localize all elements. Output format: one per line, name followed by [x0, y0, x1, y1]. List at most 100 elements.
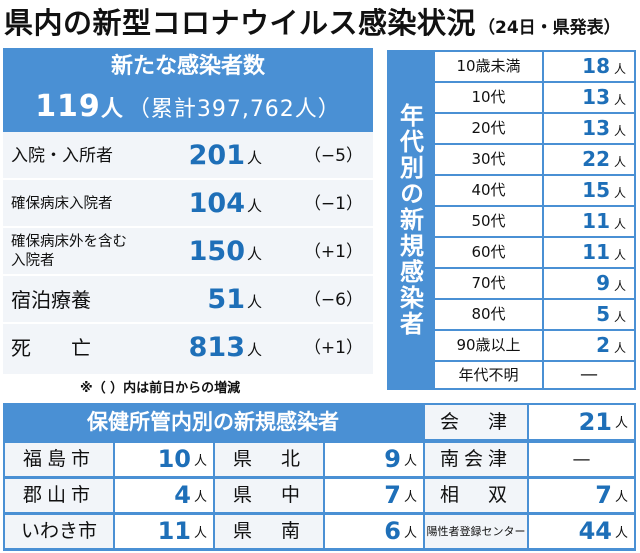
- cumulative-cases: （累計397,762人）: [127, 97, 341, 122]
- status-change: （+1）: [303, 338, 363, 358]
- status-row-all-inpatients: 確保病床外を含む入院者 150 人 （+1）: [3, 228, 373, 276]
- hc-label: 福島市: [22, 448, 95, 470]
- hc-value-cell: 11 人: [115, 515, 213, 548]
- hc-label: 郡山市: [22, 484, 95, 506]
- status-row-deaths: 死 亡 813 人 （+1）: [3, 324, 373, 372]
- age-value: 2: [596, 333, 610, 357]
- age-label: 10歳未満: [435, 52, 542, 81]
- status-label: 入院・入所者: [11, 146, 113, 166]
- status-row-hospitalized: 入院・入所者 201 人 （−5）: [3, 132, 373, 180]
- age-unit: 人: [613, 186, 626, 200]
- status-value: 104: [188, 188, 245, 219]
- age-row: 80代 5 人: [433, 300, 636, 329]
- hc-label-cell: 県 南: [215, 515, 323, 548]
- age-row: 70代 9 人: [433, 269, 636, 298]
- status-change: （−1）: [303, 194, 363, 214]
- age-label: 90歳以上: [435, 331, 542, 360]
- new-cases-title: 新たな感染者数: [110, 54, 265, 79]
- status-label: 確保病床外を含む入院者: [11, 234, 127, 269]
- age-label: 70代: [435, 269, 542, 298]
- hc-label: 県 北: [232, 448, 305, 470]
- status-unit: 人: [247, 197, 263, 215]
- hc-label: 会 津: [439, 411, 512, 433]
- hc-value-cell: —: [529, 443, 634, 476]
- hc-label: 県 南: [232, 520, 305, 542]
- status-value: 813: [188, 332, 245, 363]
- hc-label-cell: 相 双: [425, 479, 527, 512]
- aizu-row: 会 津 21 人: [423, 403, 636, 441]
- status-value: 150: [188, 236, 245, 267]
- age-unit: 人: [613, 93, 626, 107]
- status-value: 51: [207, 284, 245, 315]
- hc-unit: 人: [403, 454, 417, 469]
- status-unit: 人: [247, 245, 263, 263]
- hc-label: 県 中: [232, 484, 305, 506]
- footnote: ※（ ）内は前日からの増減: [80, 381, 241, 396]
- age-table: 10歳未満 18 人 10代 13 人 20代 13 人 30代 22 人 40代 15 人 50代…: [433, 50, 636, 390]
- age-value: —: [580, 364, 598, 385]
- hc-label-cell: 福島市: [5, 443, 113, 476]
- age-label: 80代: [435, 300, 542, 329]
- age-unit: 人: [613, 124, 626, 138]
- age-label: 50代: [435, 207, 542, 236]
- age-row: 10歳未満 18 人: [433, 52, 636, 81]
- status-label: 確保病床入院者: [11, 195, 113, 212]
- age-unit: 人: [613, 155, 626, 169]
- hc-label-cell: 南会津: [425, 443, 527, 476]
- hc-label-cell: 郡山市: [5, 479, 113, 512]
- age-value: 11: [582, 240, 610, 264]
- status-table: 入院・入所者 201 人 （−5） 確保病床入院者 104 人 （−1） 確保病…: [3, 132, 373, 374]
- hc-label: 相 双: [439, 484, 512, 506]
- age-label: 30代: [435, 145, 542, 174]
- health-center-title: 保健所管内別の新規感染者: [3, 403, 423, 441]
- age-label: 10代: [435, 83, 542, 112]
- header: 県内の新型コロナウイルス感染状況 （24日・県発表）: [4, 0, 636, 46]
- hc-value-cell: 10 人: [115, 443, 213, 476]
- hc-label: 南会津: [439, 448, 512, 470]
- hc-label-cell: 陽性者登録センター: [425, 515, 527, 548]
- status-label: 宿泊療養: [11, 288, 91, 312]
- age-label: 60代: [435, 238, 542, 267]
- hc-unit: 人: [614, 526, 628, 541]
- age-value: 13: [582, 85, 610, 109]
- hc-value-cell: 44 人: [529, 515, 634, 548]
- age-value: 18: [582, 54, 610, 78]
- age-label: 年代不明: [435, 362, 542, 388]
- age-row: 60代 11 人: [433, 238, 636, 267]
- age-unit: 人: [613, 62, 626, 76]
- hc-unit: 人: [193, 454, 207, 469]
- status-change: （+1）: [303, 242, 363, 262]
- age-row: 90歳以上 2 人: [433, 331, 636, 360]
- age-unit: 人: [613, 310, 626, 324]
- hc-label-cell: 会 津: [425, 405, 527, 439]
- status-row-hotel: 宿泊療養 51 人 （−6）: [3, 276, 373, 324]
- new-cases-count: 119人 （累計397,762人）: [3, 86, 373, 131]
- hc-unit: 人: [403, 526, 417, 541]
- status-unit: 人: [247, 149, 263, 167]
- status-unit: 人: [247, 341, 263, 359]
- age-row: 30代 22 人: [433, 145, 636, 174]
- age-unit: 人: [613, 217, 626, 231]
- age-row: 20代 13 人: [433, 114, 636, 143]
- age-value: 15: [582, 178, 610, 202]
- new-cases-unit: 人: [100, 97, 124, 122]
- hc-value: 4: [174, 481, 191, 509]
- age-label: 40代: [435, 176, 542, 205]
- hc-value: 6: [384, 517, 401, 545]
- hc-unit: 人: [614, 416, 628, 431]
- new-cases-panel: 新たな感染者数 119人 （累計397,762人）: [3, 48, 373, 132]
- age-value: 13: [582, 116, 610, 140]
- age-value: 22: [582, 147, 610, 171]
- age-row: 年代不明 —: [433, 362, 636, 388]
- age-value: 5: [596, 302, 610, 326]
- hc-value: 21: [578, 408, 612, 436]
- age-row: 10代 13 人: [433, 83, 636, 112]
- hc-value: 7: [595, 481, 612, 509]
- hc-unit: 人: [403, 490, 417, 505]
- age-unit: 人: [613, 248, 626, 262]
- hc-value: 11: [157, 517, 191, 545]
- hc-label-cell: いわき市: [5, 515, 113, 548]
